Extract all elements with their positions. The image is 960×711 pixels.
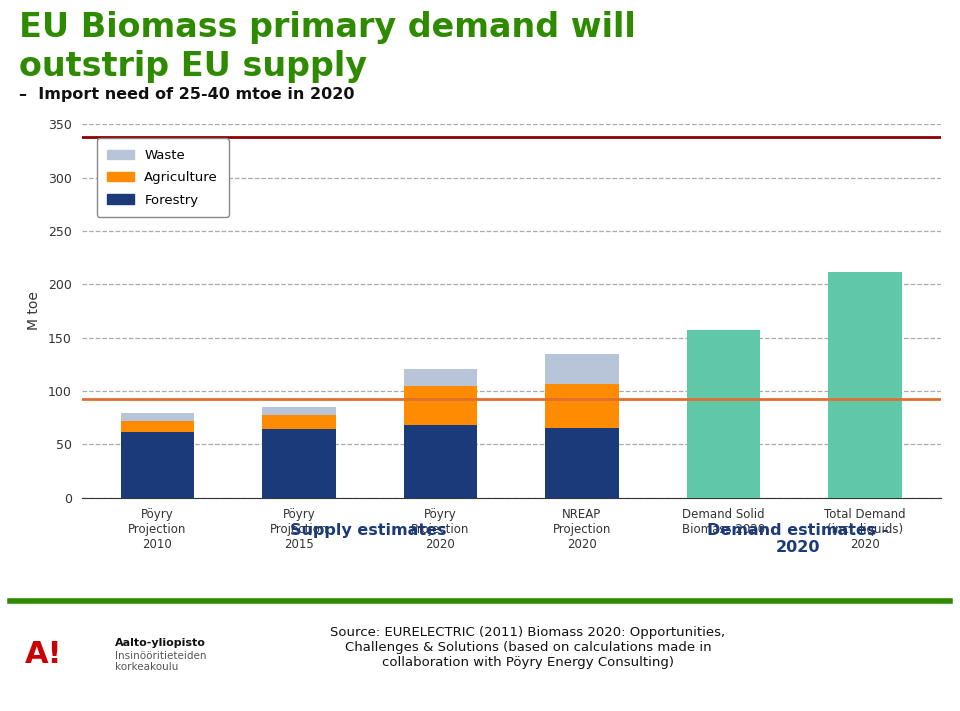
Bar bbox=[403, 425, 477, 498]
Bar bbox=[545, 428, 619, 498]
Bar bbox=[262, 407, 336, 415]
Bar bbox=[403, 368, 477, 385]
Bar bbox=[403, 385, 477, 425]
Bar bbox=[545, 354, 619, 384]
Bar bbox=[828, 272, 901, 498]
Text: Insinööritieteiden: Insinööritieteiden bbox=[115, 651, 206, 661]
Bar bbox=[545, 384, 619, 428]
Text: Aalto-yliopisto: Aalto-yliopisto bbox=[115, 638, 206, 648]
Bar bbox=[262, 415, 336, 429]
Y-axis label: M toe: M toe bbox=[27, 292, 41, 331]
Bar bbox=[262, 429, 336, 498]
Legend: Waste, Agriculture, Forestry: Waste, Agriculture, Forestry bbox=[97, 139, 228, 217]
Text: Supply estimates: Supply estimates bbox=[290, 523, 446, 538]
Bar bbox=[121, 421, 194, 432]
Bar bbox=[121, 414, 194, 421]
Text: –  Import need of 25-40 mtoe in 2020: – Import need of 25-40 mtoe in 2020 bbox=[19, 87, 354, 102]
Text: Demand estimates -
2020: Demand estimates - 2020 bbox=[707, 523, 888, 555]
Text: korkeakoulu: korkeakoulu bbox=[115, 662, 179, 672]
Text: outstrip EU supply: outstrip EU supply bbox=[19, 50, 367, 82]
Text: Source: EURELECTRIC (2011) Biomass 2020: Opportunities,
Challenges & Solutions (: Source: EURELECTRIC (2011) Biomass 2020:… bbox=[330, 626, 726, 668]
Bar bbox=[121, 432, 194, 498]
Text: EU Biomass primary demand will: EU Biomass primary demand will bbox=[19, 11, 636, 43]
Bar bbox=[686, 330, 760, 498]
Text: A!: A! bbox=[24, 640, 62, 668]
